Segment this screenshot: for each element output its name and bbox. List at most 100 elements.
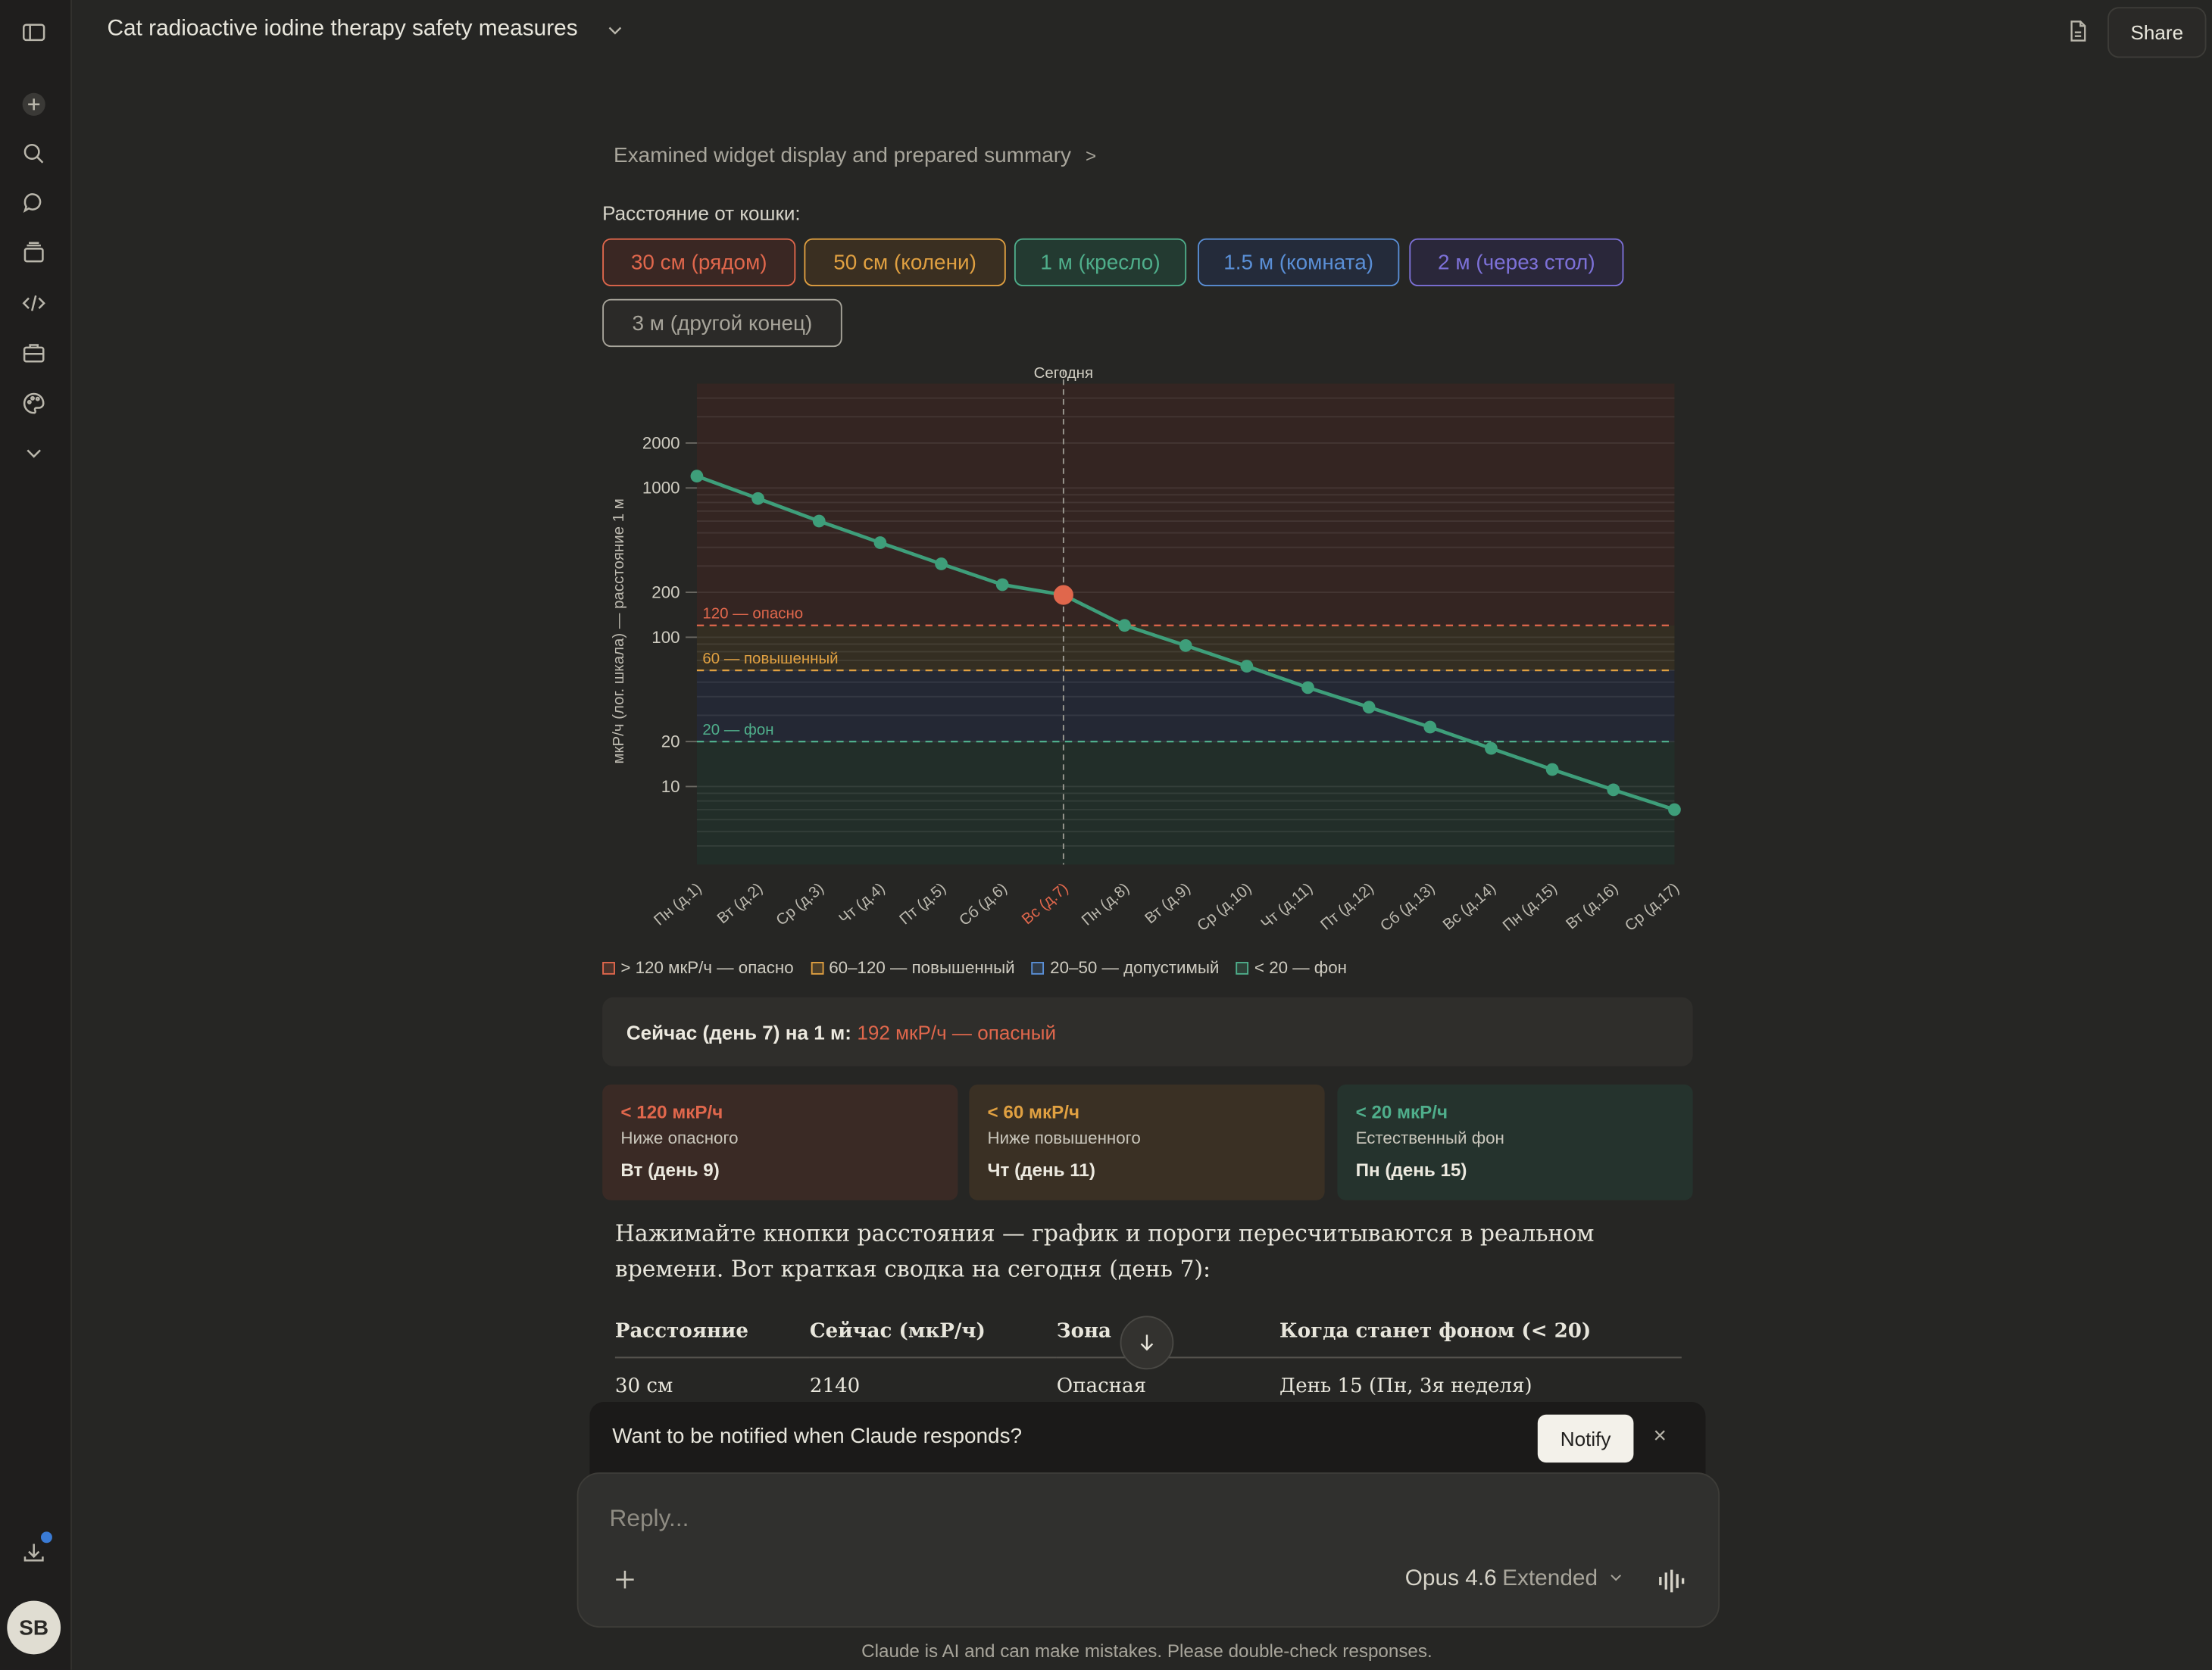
x-tick-label: Пн (д.1) xyxy=(651,879,705,929)
search-icon[interactable] xyxy=(18,138,49,169)
zone-danger xyxy=(696,383,1675,626)
current-level-value: 192 мкР/ч — опасный xyxy=(857,1020,1057,1044)
chat-title[interactable]: Cat radioactive iodine therapy safety me… xyxy=(107,17,578,42)
x-tick-label: Чт (д.11) xyxy=(1258,879,1316,932)
data-point xyxy=(1668,803,1681,816)
distance-pill[interactable]: 30 см (рядом) xyxy=(602,238,796,287)
today-label: Сегодня xyxy=(1034,364,1093,382)
table-cell: 2140 xyxy=(809,1375,861,1398)
distance-pill[interactable]: 2 м (через стол) xyxy=(1409,238,1624,287)
threshold-card: < 120 мкР/ч Ниже опасного Вт (день 9) xyxy=(602,1085,958,1200)
disclaimer: Claude is AI and can make mistakes. Plea… xyxy=(861,1640,1432,1662)
legend-label: > 120 мкР/ч — опасно xyxy=(620,957,794,978)
data-point xyxy=(995,578,1009,592)
notification-dot xyxy=(41,1531,52,1544)
x-tick-label: Сб (д.13) xyxy=(1377,879,1439,935)
y-tick-label: 10 xyxy=(661,777,680,796)
chats-icon[interactable] xyxy=(18,188,49,219)
y-tick-label: 20 xyxy=(661,732,680,751)
card-day: Пн (день 15) xyxy=(1355,1159,1467,1181)
thinking-chevron-icon: > xyxy=(1085,145,1097,167)
x-tick-label: Сб (д.6) xyxy=(956,879,1011,929)
legend-item: > 120 мкР/ч — опасно xyxy=(602,957,794,978)
x-tick-label: Пн (д.8) xyxy=(1078,879,1133,929)
legend-label: 60–120 — повышенный xyxy=(829,957,1015,978)
close-icon[interactable]: × xyxy=(1653,1424,1667,1449)
legend-swatch xyxy=(811,961,823,974)
data-point xyxy=(1118,619,1131,632)
legend-swatch xyxy=(1031,961,1045,974)
summary-table: Расстояние Сейчас (мкР/ч) Зона Когда станет… xyxy=(614,1320,1682,1398)
scroll-down-button[interactable] xyxy=(1120,1316,1174,1370)
code-icon[interactable] xyxy=(18,288,49,319)
model-selector[interactable]: Opus 4.6 Extended xyxy=(1405,1567,1624,1593)
notify-button[interactable]: Notify xyxy=(1537,1414,1634,1463)
distance-pill[interactable]: 1 м (кресло) xyxy=(1014,238,1187,287)
model-chevron-down-icon xyxy=(1611,1575,1622,1581)
voice-icon[interactable] xyxy=(1656,1567,1690,1603)
document-icon[interactable] xyxy=(2063,15,2094,46)
y-tick-label: 200 xyxy=(651,582,680,601)
chevron-down-icon[interactable] xyxy=(18,437,49,468)
data-point xyxy=(1301,681,1314,695)
card-description: Ниже повышенного xyxy=(987,1128,1141,1148)
card-threshold: < 120 мкР/ч xyxy=(620,1101,723,1123)
table-header: Сейчас (мкР/ч) xyxy=(809,1320,1057,1359)
palette-icon[interactable] xyxy=(18,388,49,419)
sidebar: SB xyxy=(0,0,72,1670)
distance-pill[interactable]: 3 м (другой конец) xyxy=(602,298,842,348)
model-mode: Extended xyxy=(1502,1566,1598,1591)
x-tick-label: Пн (д.15) xyxy=(1499,879,1560,935)
threshold-label: 60 — повышенный xyxy=(702,650,838,667)
distance-label: Расстояние от кошки: xyxy=(602,201,801,225)
legend-label: < 20 — фон xyxy=(1254,957,1347,978)
zone-background xyxy=(696,741,1675,865)
distance-pill[interactable]: 50 см (колени) xyxy=(804,238,1006,287)
reply-input[interactable]: Reply... xyxy=(609,1504,689,1532)
thinking-label: Examined widget display and prepared sum… xyxy=(614,143,1072,168)
share-button[interactable]: Share xyxy=(2107,7,2207,58)
x-tick-label: Вт (д.2) xyxy=(714,879,766,927)
y-tick-label: 2000 xyxy=(642,433,680,452)
projects-icon[interactable] xyxy=(18,237,49,268)
notify-text: Want to be notified when Claude responds… xyxy=(612,1424,1023,1449)
threshold-card: < 20 мкР/ч Естественный фон Пн (день 15) xyxy=(1337,1085,1693,1200)
x-tick-label: Пт (д.5) xyxy=(896,879,949,928)
card-threshold: < 60 мкР/ч xyxy=(987,1101,1080,1123)
composer[interactable]: Reply... Opus 4.6 Extended xyxy=(576,1472,1720,1628)
new-chat-icon[interactable] xyxy=(18,89,49,120)
data-point xyxy=(1423,720,1437,734)
y-tick-label: 1000 xyxy=(642,479,680,498)
x-tick-label: Чт (д.4) xyxy=(836,879,888,927)
title-chevron-down-icon[interactable] xyxy=(604,20,626,49)
table-cell: Опасная xyxy=(1056,1375,1147,1398)
data-point xyxy=(935,557,948,570)
legend-item: 20–50 — допустимый xyxy=(1031,957,1219,978)
card-threshold: < 20 мкР/ч xyxy=(1355,1101,1448,1123)
add-attachment-icon[interactable] xyxy=(612,1564,638,1600)
data-point xyxy=(812,514,826,528)
thinking-summary[interactable]: Examined widget display and prepared sum… xyxy=(614,144,1096,168)
card-description: Ниже опасного xyxy=(620,1128,739,1148)
data-point xyxy=(690,470,704,483)
radiation-chart: 10 20 100 200 1000 2000 мкР/ч (лог. шкала) — р… xyxy=(602,360,1703,994)
chart-legend: > 120 мкР/ч — опасно 60–120 — повышенный 2… xyxy=(602,957,1347,978)
x-tick-label: Ср (д.10) xyxy=(1194,879,1255,935)
avatar[interactable]: SB xyxy=(7,1600,61,1655)
table-cell: 30 см xyxy=(614,1375,673,1398)
table-header: Расстояние xyxy=(614,1320,810,1359)
data-point xyxy=(1179,638,1192,652)
legend-item: 60–120 — повышенный xyxy=(811,957,1015,978)
data-point xyxy=(1362,701,1376,714)
distance-pill[interactable]: 1.5 м (комната) xyxy=(1198,238,1400,287)
legend-swatch xyxy=(1236,961,1249,974)
card-day: Вт (день 9) xyxy=(620,1159,720,1181)
data-point xyxy=(873,536,887,549)
arrow-down-icon xyxy=(1140,1334,1154,1351)
card-description: Естественный фон xyxy=(1355,1128,1504,1148)
data-point xyxy=(751,492,764,505)
sidebar-toggle-icon[interactable] xyxy=(18,17,49,48)
download-icon[interactable] xyxy=(18,1537,49,1569)
artifacts-icon[interactable] xyxy=(18,337,49,368)
table-row: 30 см 2140 Опасная День 15 (Пн, 3я неделя) xyxy=(614,1357,1682,1398)
